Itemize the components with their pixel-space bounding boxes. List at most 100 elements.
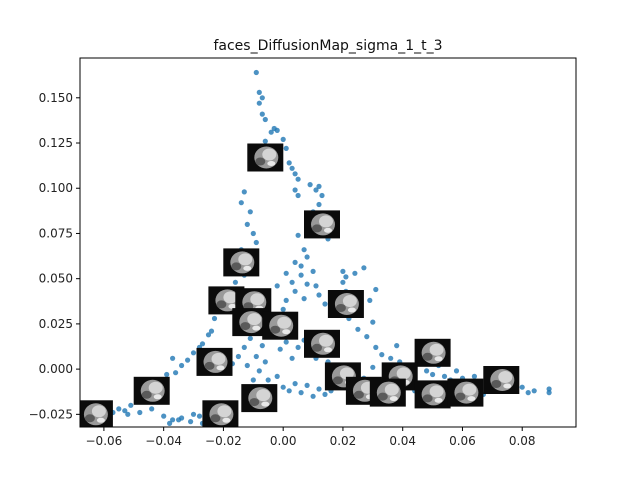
data-point (208, 328, 215, 334)
data-point (301, 247, 307, 253)
face-thumbnail (133, 376, 170, 405)
data-point (244, 362, 250, 369)
x-tick-label: −0.02 (205, 434, 242, 448)
data-point (185, 357, 191, 363)
data-point (322, 391, 328, 397)
data-point (283, 339, 289, 345)
x-tick-label: 0.06 (449, 434, 476, 448)
data-point (232, 279, 238, 285)
data-point (161, 413, 167, 419)
y-tick-label: 0.050 (39, 272, 73, 286)
data-point (453, 368, 460, 374)
x-tick-label: −0.04 (145, 434, 182, 448)
data-point (277, 346, 283, 352)
x-axis: −0.06 −0.04 −0.02 0.00 0.02 0.04 0.06 0.08 (86, 427, 536, 448)
data-point (205, 332, 212, 338)
data-point (355, 326, 361, 332)
face-thumbnail (304, 329, 340, 358)
data-point (289, 355, 295, 361)
data-point (250, 377, 256, 383)
y-tick-label: 0.100 (39, 181, 73, 195)
data-point (244, 221, 250, 227)
data-point (280, 384, 286, 390)
data-point (247, 209, 253, 215)
data-point (188, 419, 194, 425)
x-tick-label: 0.08 (509, 434, 536, 448)
data-point (316, 386, 322, 392)
y-axis: −0.025 0.000 0.025 0.050 0.075 0.100 0.125 0.15… (29, 91, 80, 421)
data-point (430, 371, 436, 378)
data-point (259, 343, 265, 349)
data-point (340, 279, 346, 285)
data-point (170, 355, 176, 361)
data-point (310, 393, 316, 399)
data-point (280, 136, 286, 142)
data-point (322, 301, 328, 307)
data-point (525, 390, 531, 396)
data-point (241, 344, 247, 350)
data-point (313, 283, 319, 289)
data-point (253, 239, 259, 246)
face-thumbnail (241, 384, 278, 413)
data-point (304, 254, 310, 260)
data-point (379, 352, 385, 358)
data-point (179, 362, 185, 369)
data-point (319, 192, 325, 199)
data-point (211, 315, 218, 322)
data-point (289, 165, 295, 171)
data-point (424, 368, 430, 374)
data-point (373, 286, 379, 293)
data-point (274, 283, 280, 289)
data-point (167, 420, 173, 426)
y-tick-label: 0.125 (39, 136, 73, 150)
data-point (283, 270, 289, 276)
data-point (122, 408, 128, 414)
data-point (274, 373, 280, 379)
data-point (256, 89, 262, 95)
face-thumbnail (414, 338, 451, 367)
data-point (190, 411, 197, 417)
data-point (298, 272, 304, 278)
data-point (361, 265, 367, 271)
data-point (268, 129, 274, 135)
data-point (471, 373, 477, 379)
data-point (253, 69, 259, 76)
data-point (253, 353, 259, 360)
data-point (546, 386, 552, 392)
data-point (441, 373, 448, 379)
face-thumbnail (414, 380, 451, 409)
data-point (125, 411, 131, 417)
data-point (128, 402, 134, 408)
data-point (262, 116, 268, 123)
axes-frame (79, 57, 577, 428)
data-point (173, 370, 179, 376)
x-tick-label: 0.02 (330, 434, 357, 448)
data-point (301, 296, 307, 302)
data-point (265, 377, 271, 383)
face-thumbnail (80, 400, 113, 427)
data-point (295, 192, 301, 199)
data-point (307, 182, 313, 188)
data-point (292, 187, 298, 193)
chart-title: faces_DiffusionMap_sigma_1_t_3 (213, 38, 442, 54)
data-point (262, 359, 268, 365)
face-thumbnail (304, 210, 340, 239)
data-point (259, 95, 265, 101)
data-point (286, 388, 292, 394)
face-thumbnail (202, 400, 239, 427)
data-point (295, 344, 301, 350)
face-thumbnail (247, 143, 284, 172)
data-point (164, 371, 170, 378)
data-point (256, 368, 262, 374)
data-point (274, 127, 280, 133)
data-point (283, 145, 289, 151)
data-point (235, 353, 241, 360)
data-point (196, 413, 203, 419)
face-thumbnail (262, 311, 299, 340)
y-tick-label: 0.025 (39, 317, 73, 331)
face-thumbnail (223, 248, 260, 277)
x-tick-label: 0.00 (270, 434, 297, 448)
data-point (370, 319, 376, 325)
data-point (295, 176, 301, 182)
data-point (292, 259, 298, 265)
